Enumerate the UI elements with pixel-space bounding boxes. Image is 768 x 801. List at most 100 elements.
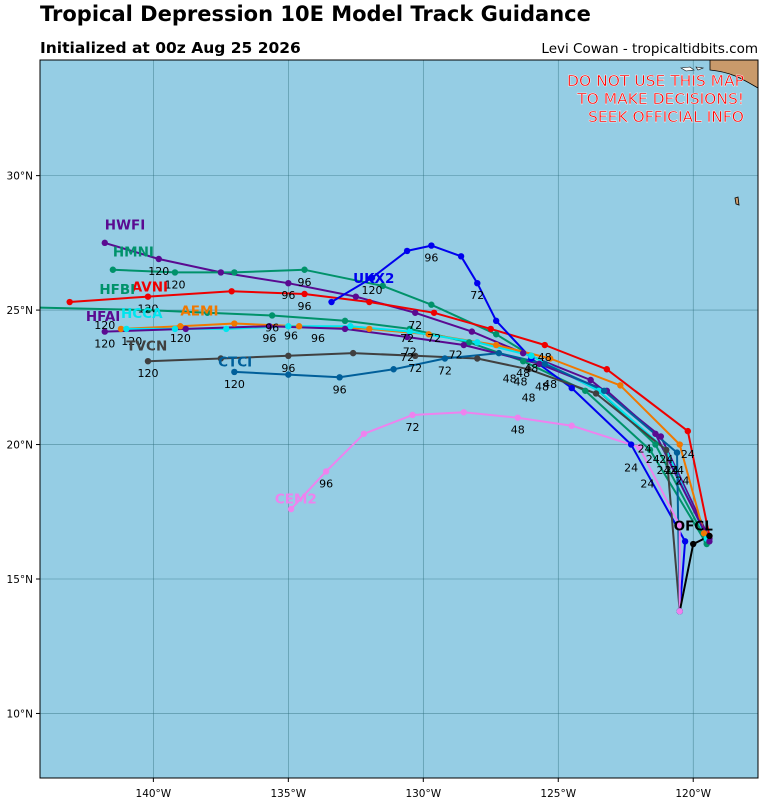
forecast-hour-label: 96 [298,300,312,313]
track-point-hfai [652,430,659,437]
plot-area: 1201201201201201201201201201209696969696… [40,60,758,778]
track-point-avni [684,427,692,435]
lon-tick-label: 130°W [405,788,441,800]
lon-tick-label: 125°W [540,788,576,800]
forecast-hour-label: 48 [543,378,557,391]
track-point-avni [487,325,494,333]
model-label-hfbi: HFBI [99,282,135,298]
map-title: Tropical Depression 10E Model Track Guid… [40,2,591,26]
forecast-hour-label: 96 [265,321,279,334]
model-label-cem2: CEM2 [275,492,317,508]
track-point-hwfi [217,269,225,276]
track-point-ukx2 [474,279,481,287]
track-point-ofcl [706,532,713,540]
model-label-hwfi: HWFI [105,217,145,233]
track-point-hfai [101,328,108,335]
track-point-ukx2 [681,538,689,545]
track-point-ctci [541,360,548,368]
forecast-hour-label: 24 [646,453,660,466]
track-point-aemi [492,341,500,349]
track-point-hwfi [411,309,419,316]
track-point-cem2 [568,422,575,429]
island [680,66,695,72]
track-point-hwfi [352,293,360,300]
track-point-avni [144,293,152,300]
track-point-hwfi [587,376,594,384]
track-point-avni [541,341,548,349]
forecast-hour-label: 24 [659,453,673,466]
model-label-hfai: HFAI [86,309,120,325]
track-point-aemi [546,355,554,362]
forecast-hour-label: 48 [522,391,536,404]
track-point-ofcl [690,540,697,548]
track-point-cem2 [360,430,368,437]
forecast-hour-label: 96 [284,330,298,343]
forecast-hour-label: 48 [524,362,538,375]
forecast-hour-label: 48 [513,375,527,388]
track-point-hfai [341,325,349,333]
track-point-hfbi [144,306,152,314]
track-point-avni [366,298,373,306]
track-point-cem2 [676,608,683,615]
forecast-hour-label: 48 [516,367,530,380]
lon-tick-label: 120°W [675,788,711,800]
forecast-hour-label: 120 [164,278,185,291]
forecast-hour-label: 120 [148,265,169,278]
track-point-hfbi [268,312,276,319]
track-point-hwfi [101,239,108,247]
track-point-hfbi [204,309,211,316]
model-label-tvcn: TVCN [126,338,167,354]
track-point-aemi [700,530,708,537]
track-point-tvcn [285,352,292,360]
model-label-aemi: AEMI [180,303,218,319]
forecast-hour-label: 48 [538,351,552,364]
forecast-hour-labels: 1201201201201201201201201201209696969696… [94,252,695,491]
forecast-hour-label: 120 [121,335,142,348]
track-point-hfai [266,323,273,330]
track-point-hcca [171,325,179,333]
model-label-ctci: CTCI [218,355,252,371]
lon-tick-label: 140°W [136,788,172,800]
track-point-ukx2 [492,317,500,325]
track-point-hcca [123,325,130,333]
track-point-aemi [117,325,125,333]
forecast-hour-label: 96 [311,332,325,345]
track-point-hcca [285,323,292,330]
track-point-hfai [536,360,543,368]
forecast-hour-label: 96 [424,252,438,265]
track-point-hmni [109,266,117,273]
track-point-ukx2 [627,441,635,448]
track-point-cem2 [676,522,683,529]
track-point-ukx2 [457,253,465,260]
track-point-hfbi [341,317,349,325]
track-point-hfai [403,333,411,341]
track-point-aemi [366,325,373,333]
track-point-hmni [379,282,387,290]
forecast-hour-label: 48 [535,381,549,394]
track-point-hwfi [285,279,292,287]
forecast-hour-label: 72 [403,346,417,359]
track-points [66,239,713,615]
track-point-ctci [600,387,608,394]
forecast-hour-label: 96 [298,276,312,289]
island [734,196,740,206]
track-point-ctci [336,374,343,381]
lat-tick-label: 20°N [7,440,33,452]
forecast-hour-label: 72 [400,332,414,345]
track-point-hcca [528,352,535,360]
track-point-hmni [428,301,435,308]
track-point-hfai [460,341,467,349]
warning-text-line: DO NOT USE THIS MAP [567,72,744,90]
forecast-hour-label: 72 [427,332,441,345]
model-label-ukx2: UKX2 [353,271,394,287]
track-point-ukx2 [403,247,411,255]
warning-text-line: SEEK OFFICIAL INFO [588,108,744,126]
map-credit: Levi Cowan - tropicaltidbits.com [541,41,758,57]
track-point-hcca [223,325,230,333]
forecast-hour-label: 72 [400,351,414,364]
track-point-ctci [495,349,503,357]
track-point-cem2 [460,409,467,416]
track-point-hwfi [468,328,476,335]
